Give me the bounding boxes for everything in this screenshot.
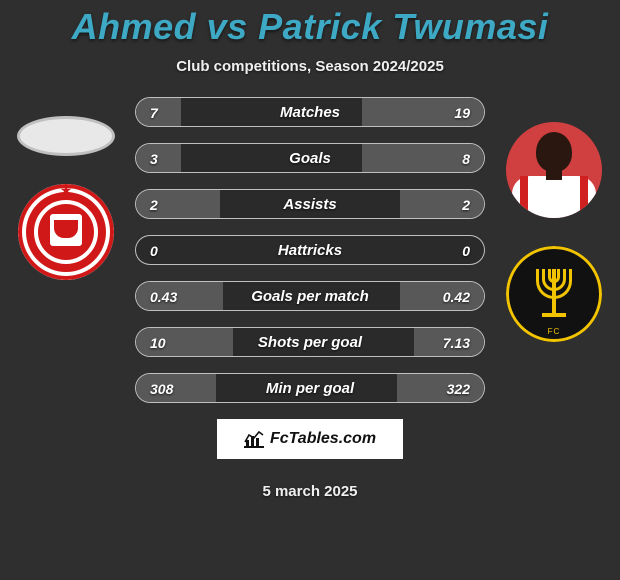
stat-row: Goals per match0.43 0.42 — [135, 281, 485, 311]
stat-value-right: 0.42 — [443, 282, 470, 310]
right-club-badge: FC — [506, 246, 602, 342]
chart-icon — [244, 430, 264, 448]
stat-value-left: 0 — [150, 236, 158, 264]
stat-value-left: 3 — [150, 144, 158, 172]
stat-row: Goals3 8 — [135, 143, 485, 173]
infographic-container: { "title": "Ahmed vs Patrick Twumasi", "… — [0, 0, 620, 580]
branding-text: FcTables.com — [270, 430, 376, 448]
stat-value-right: 2 — [462, 190, 470, 218]
menorah-icon — [522, 261, 586, 321]
stat-label: Assists — [136, 190, 484, 218]
stat-row: Min per goal308 322 — [135, 373, 485, 403]
stat-value-right: 0 — [462, 236, 470, 264]
stats-panel: Matches7 19 Goals3 8 Assists2 2 Hattricks0 0 Goa… — [135, 97, 485, 403]
stat-row: Assists2 2 — [135, 189, 485, 219]
stat-row: Matches7 19 — [135, 97, 485, 127]
stat-label: Goals per match — [136, 282, 484, 310]
stat-label: Hattricks — [136, 236, 484, 264]
left-player-column: ★ — [12, 116, 120, 280]
stat-value-right: 322 — [447, 374, 470, 402]
stat-label: Goals — [136, 144, 484, 172]
stat-value-left: 10 — [150, 328, 166, 356]
stat-value-left: 2 — [150, 190, 158, 218]
date-label: 5 march 2025 — [0, 483, 620, 500]
stat-value-left: 0.43 — [150, 282, 177, 310]
stat-label: Min per goal — [136, 374, 484, 402]
right-player-column: FC — [500, 122, 608, 342]
stat-value-right: 19 — [454, 98, 470, 126]
stat-row: Shots per goal10 7.13 — [135, 327, 485, 357]
left-player-avatar-placeholder — [17, 116, 115, 156]
stat-label: Shots per goal — [136, 328, 484, 356]
subtitle: Club competitions, Season 2024/2025 — [0, 58, 620, 75]
branding-badge: FcTables.com — [217, 419, 403, 459]
stat-value-right: 8 — [462, 144, 470, 172]
right-player-photo — [506, 122, 602, 218]
stat-label: Matches — [136, 98, 484, 126]
stat-value-left: 308 — [150, 374, 173, 402]
stat-value-right: 7.13 — [443, 328, 470, 356]
stat-row: Hattricks0 0 — [135, 235, 485, 265]
stat-value-left: 7 — [150, 98, 158, 126]
left-club-badge: ★ — [18, 184, 114, 280]
page-title: Ahmed vs Patrick Twumasi — [0, 0, 620, 48]
